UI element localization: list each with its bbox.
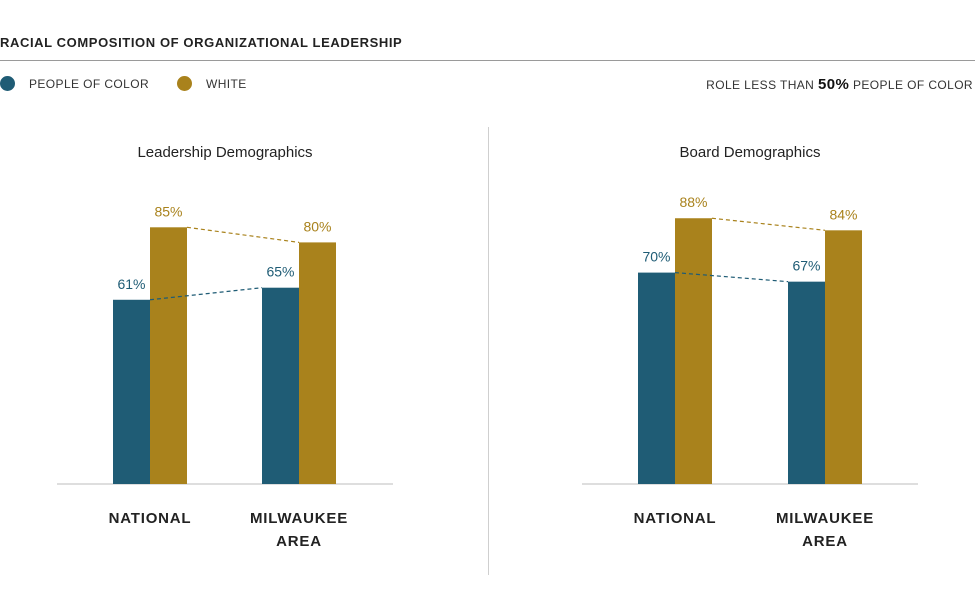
legend-item-people-of-color: PEOPLE OF COLOR bbox=[0, 76, 149, 91]
category-label-line: MILWAUKEE bbox=[250, 510, 348, 527]
data-label: 85% bbox=[154, 203, 182, 219]
page-title: RACIAL COMPOSITION OF ORGANIZATIONAL LEA… bbox=[0, 35, 403, 50]
legend-dot-white-icon bbox=[177, 76, 192, 91]
legend-label-white: WHITE bbox=[206, 76, 247, 91]
data-label: 88% bbox=[679, 194, 707, 210]
category-label-line: MILWAUKEE bbox=[776, 510, 874, 527]
data-label: 70% bbox=[642, 249, 670, 265]
category-label-line: NATIONAL bbox=[634, 510, 717, 527]
legend: PEOPLE OF COLOR WHITE ROLE LESS THAN 50%… bbox=[0, 76, 975, 96]
bar bbox=[825, 230, 862, 484]
category-label-line: AREA bbox=[802, 533, 848, 550]
legend-label-people-of-color: PEOPLE OF COLOR bbox=[29, 76, 150, 91]
chart-title: Board Demographics bbox=[680, 144, 821, 161]
category-label: MILWAUKEE AREA bbox=[776, 510, 874, 550]
category-label-line: NATIONAL bbox=[109, 510, 192, 527]
series-trend-line bbox=[674, 272, 789, 283]
legend-note-suffix: PEOPLE OF COLOR bbox=[849, 78, 973, 92]
bar bbox=[788, 281, 825, 484]
legend-note-prefix: ROLE LESS THAN bbox=[706, 78, 818, 92]
data-label: 61% bbox=[117, 276, 145, 292]
series-trend-line bbox=[186, 226, 300, 243]
bar bbox=[113, 299, 150, 484]
bar bbox=[299, 242, 336, 484]
category-label: MILWAUKEE AREA bbox=[250, 510, 348, 550]
legend-note-value: 50% bbox=[818, 76, 850, 93]
chart-title: Leadership Demographics bbox=[137, 144, 312, 161]
legend-dot-people-of-color-icon bbox=[0, 76, 15, 91]
legend-item-white: WHITE bbox=[177, 76, 247, 91]
data-label: 84% bbox=[829, 206, 857, 222]
bar bbox=[675, 218, 712, 485]
category-label-line: AREA bbox=[276, 533, 322, 550]
category-label: NATIONAL bbox=[109, 510, 192, 527]
series-trend-line bbox=[711, 217, 826, 231]
data-label: 67% bbox=[792, 258, 820, 274]
category-label: NATIONAL bbox=[634, 510, 717, 527]
data-label: 80% bbox=[303, 218, 331, 234]
data-label: 65% bbox=[266, 264, 294, 280]
title-rule bbox=[0, 60, 975, 61]
bar bbox=[150, 227, 187, 485]
legend-note: ROLE LESS THAN 50% PEOPLE OF COLOR bbox=[706, 76, 973, 93]
series-trend-line bbox=[149, 287, 263, 301]
bar bbox=[262, 287, 299, 484]
panel-divider bbox=[488, 127, 489, 575]
bar bbox=[638, 272, 675, 484]
